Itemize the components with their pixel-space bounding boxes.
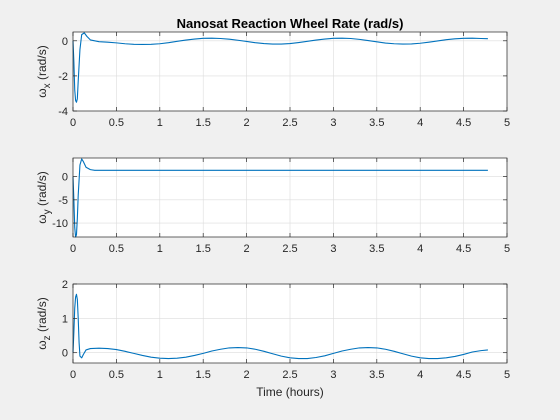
x-tick-label: 1	[157, 243, 163, 255]
x-tick-label: 0.5	[109, 369, 124, 381]
x-tick-label: 1	[157, 117, 163, 129]
x-axis-label: Time (hours)	[256, 385, 324, 399]
subplot-x: 0 0.5 1 1.5 2 2.5 3 3.5 4 4.5 5 -4 -2 0 ωx (rad/s)	[35, 31, 510, 129]
x-tick-label: 4	[417, 243, 423, 255]
x-tick-label: 4.5	[456, 117, 471, 129]
y-tick-label: -2	[58, 71, 68, 83]
y-axis-label-z: ωz (rad/s)	[35, 297, 53, 349]
x-tick-label: 1	[157, 369, 163, 381]
subplot-z: 0 0.5 1 1.5 2 2.5 3 3.5 4 4.5 5 0 1 2 ωz (rad/s)	[35, 279, 510, 381]
x-tick-label: 4	[417, 369, 423, 381]
y-tick-label: -10	[52, 218, 68, 230]
y-tick-label: 0	[62, 172, 68, 184]
x-tick-label: 0	[70, 369, 76, 381]
x-tick-label: 2.5	[282, 369, 297, 381]
x-tick-label: 3	[330, 369, 336, 381]
x-tick-label: 0.5	[109, 117, 124, 129]
y-tick-label: 1	[62, 313, 68, 325]
y-tick-label: 0	[62, 348, 68, 360]
x-tick-label: 0	[70, 117, 76, 129]
x-tick-label: 3.5	[369, 243, 384, 255]
x-tick-label: 4	[417, 117, 423, 129]
x-tick-label: 0.5	[109, 243, 124, 255]
x-tick-label: 3	[330, 117, 336, 129]
x-tick-label: 3	[330, 243, 336, 255]
series-line-x	[72, 32, 488, 103]
x-tick-label: 1.5	[196, 117, 211, 129]
x-tick-label: 5	[504, 117, 510, 129]
y-axis-label-y: ωy (rad/s)	[35, 171, 53, 223]
x-tick-label: 3.5	[369, 117, 384, 129]
x-tick-label: 2.5	[282, 117, 297, 129]
x-tick-label: 2	[244, 117, 250, 129]
series-line-y	[72, 158, 488, 238]
y-tick-label: 0	[62, 36, 68, 48]
x-tick-label: 4.5	[456, 243, 471, 255]
x-tick-label: 0	[70, 243, 76, 255]
y-axis-label-x: ωx (rad/s)	[35, 45, 53, 97]
y-tick-label: -4	[58, 106, 68, 118]
figure-title: Nanosat Reaction Wheel Rate (rad/s)	[177, 16, 404, 31]
x-tick-label: 5	[504, 243, 510, 255]
x-tick-label: 2	[244, 243, 250, 255]
y-tick-label: -5	[58, 195, 68, 207]
x-tick-label: 4.5	[456, 369, 471, 381]
x-tick-label: 5	[504, 369, 510, 381]
x-tick-label: 3.5	[369, 369, 384, 381]
y-tick-label: 2	[62, 279, 68, 291]
x-tick-label: 2.5	[282, 243, 297, 255]
series-line-z	[72, 293, 488, 360]
x-tick-label: 2	[244, 369, 250, 381]
x-tick-label: 1.5	[196, 369, 211, 381]
x-tick-label: 1.5	[196, 243, 211, 255]
subplot-y: 0 0.5 1 1.5 2 2.5 3 3.5 4 4.5 5 -10 -5 0 ωy (rad/s)	[35, 157, 510, 255]
